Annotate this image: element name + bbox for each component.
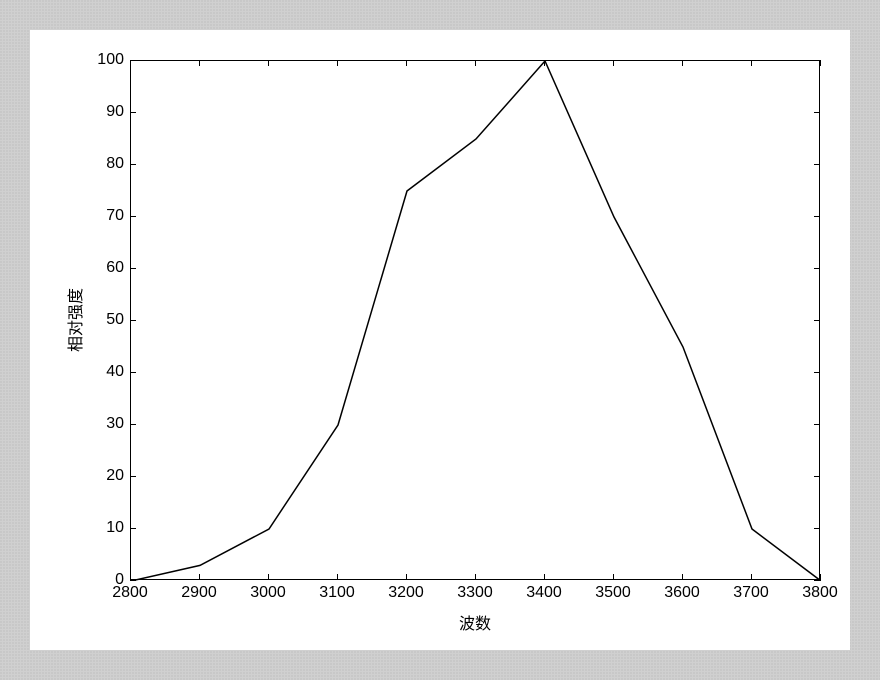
ytick <box>814 216 820 217</box>
data-line <box>131 61 821 581</box>
ytick <box>814 320 820 321</box>
ytick-label: 30 <box>106 415 124 433</box>
ytick-label: 40 <box>106 363 124 381</box>
ytick <box>130 476 136 477</box>
xtick <box>682 574 683 580</box>
xtick-label: 3000 <box>250 584 286 602</box>
xtick-label: 2800 <box>112 584 148 602</box>
ytick <box>814 268 820 269</box>
ytick-label: 90 <box>106 103 124 121</box>
xtick <box>613 574 614 580</box>
ytick <box>814 112 820 113</box>
ytick <box>130 164 136 165</box>
ytick <box>130 216 136 217</box>
xtick <box>337 60 338 66</box>
xtick <box>475 60 476 66</box>
ytick <box>814 372 820 373</box>
ytick <box>130 372 136 373</box>
ytick <box>814 476 820 477</box>
ytick-label: 70 <box>106 207 124 225</box>
xtick <box>820 60 821 66</box>
ytick <box>814 164 820 165</box>
plot-area <box>130 60 820 580</box>
xtick <box>130 60 131 66</box>
xtick <box>268 60 269 66</box>
ytick <box>130 580 136 581</box>
xtick-label: 3500 <box>595 584 631 602</box>
ytick <box>814 580 820 581</box>
ytick-label: 50 <box>106 311 124 329</box>
xtick <box>130 574 131 580</box>
xtick <box>544 574 545 580</box>
chart-container: 相对强度 波数 01020304050607080901002800290030… <box>30 30 850 650</box>
ytick-label: 100 <box>97 51 124 69</box>
xtick <box>613 60 614 66</box>
x-axis-label: 波数 <box>459 610 491 634</box>
ytick <box>130 320 136 321</box>
ytick <box>130 268 136 269</box>
ytick <box>814 528 820 529</box>
xtick <box>820 574 821 580</box>
xtick-label: 3700 <box>733 584 769 602</box>
line-chart-svg <box>131 61 821 581</box>
ytick-label: 60 <box>106 259 124 277</box>
ytick <box>814 424 820 425</box>
xtick <box>682 60 683 66</box>
xtick <box>751 60 752 66</box>
xtick <box>406 574 407 580</box>
xtick <box>268 574 269 580</box>
ytick <box>130 112 136 113</box>
ytick-label: 10 <box>106 519 124 537</box>
xtick-label: 3600 <box>664 584 700 602</box>
xtick <box>751 574 752 580</box>
y-axis-label: 相对强度 <box>62 288 86 352</box>
xtick <box>475 574 476 580</box>
xtick-label: 3200 <box>388 584 424 602</box>
ytick <box>130 424 136 425</box>
xtick <box>337 574 338 580</box>
xtick-label: 3800 <box>802 584 838 602</box>
xtick <box>199 574 200 580</box>
xtick-label: 3400 <box>526 584 562 602</box>
ytick-label: 80 <box>106 155 124 173</box>
xtick <box>406 60 407 66</box>
ytick <box>130 528 136 529</box>
xtick <box>199 60 200 66</box>
xtick <box>544 60 545 66</box>
xtick-label: 3100 <box>319 584 355 602</box>
xtick-label: 2900 <box>181 584 217 602</box>
ytick-label: 20 <box>106 467 124 485</box>
xtick-label: 3300 <box>457 584 493 602</box>
